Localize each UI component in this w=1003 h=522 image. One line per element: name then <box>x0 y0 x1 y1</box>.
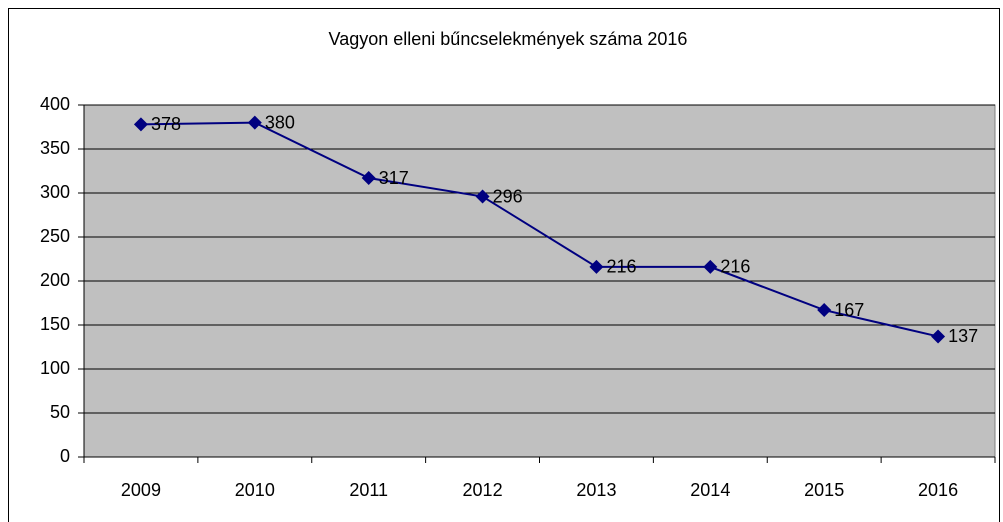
data-label: 216 <box>720 257 750 277</box>
x-tick-label: 2010 <box>235 480 275 500</box>
data-marker <box>703 259 718 274</box>
y-tick-label: 0 <box>60 446 70 466</box>
chart-title: Vagyon elleni bűncselekmények száma 2016 <box>329 29 688 49</box>
data-marker <box>931 329 946 344</box>
data-label: 380 <box>265 112 295 132</box>
data-marker <box>247 115 262 130</box>
x-tick-label: 2011 <box>349 480 388 500</box>
data-marker <box>475 189 490 204</box>
x-tick-label: 2016 <box>918 480 958 500</box>
y-tick-label: 350 <box>40 138 70 158</box>
data-marker <box>589 259 604 274</box>
y-tick-label: 200 <box>40 270 70 290</box>
data-label: 378 <box>151 114 181 134</box>
x-tick-label: 2014 <box>690 480 730 500</box>
x-tick-label: 2013 <box>576 480 616 500</box>
y-tick-label: 250 <box>40 226 70 246</box>
x-tick-label: 2009 <box>121 480 161 500</box>
data-label: 137 <box>948 326 978 346</box>
data-marker <box>133 117 148 132</box>
x-tick-label: 2015 <box>804 480 844 500</box>
data-marker <box>817 303 832 318</box>
data-label: 296 <box>493 186 523 206</box>
data-line <box>140 121 939 338</box>
y-tick-label: 400 <box>40 94 70 114</box>
y-tick-label: 300 <box>40 182 70 202</box>
y-tick-label: 50 <box>50 402 70 422</box>
y-tick-label: 150 <box>40 314 70 334</box>
data-label: 216 <box>606 257 636 277</box>
data-label: 167 <box>834 300 864 320</box>
data-marker <box>361 171 376 186</box>
x-tick-label: 2012 <box>463 480 503 500</box>
y-tick-label: 100 <box>40 358 70 378</box>
data-label: 317 <box>379 168 409 188</box>
